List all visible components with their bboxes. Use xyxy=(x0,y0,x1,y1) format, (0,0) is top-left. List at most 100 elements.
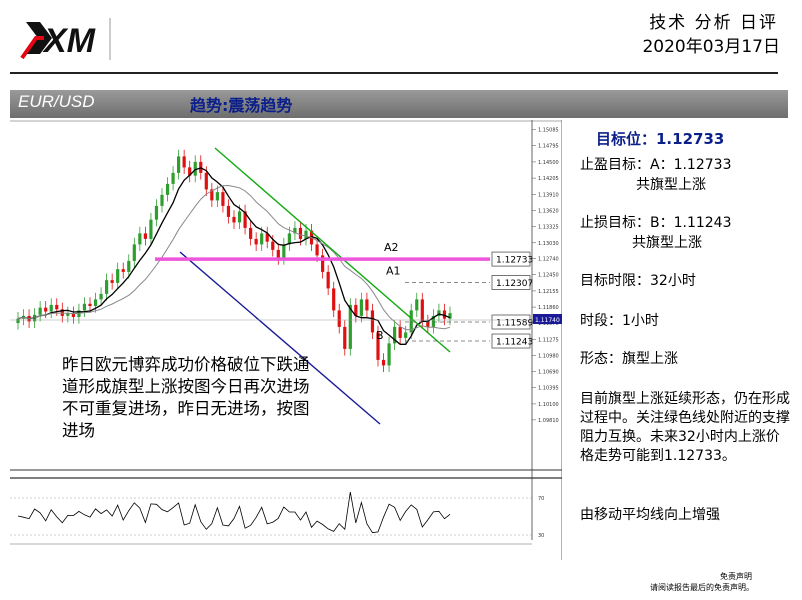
candle-body xyxy=(398,326,402,338)
candle-body xyxy=(348,304,352,349)
target-timeframe: 目标时限：32小时 xyxy=(580,273,696,289)
y-tick-label: 1.09810 xyxy=(538,418,559,424)
candle-body xyxy=(326,271,330,289)
y-axis: 1.15085 1.14795 1.14500 1.14205 1.13910 1.136… xyxy=(532,128,559,424)
resistance-trend-line xyxy=(214,147,451,353)
ma-slow-line xyxy=(17,184,451,331)
candle-body xyxy=(321,255,325,272)
y-tick-label: 1.12740 xyxy=(538,257,559,263)
candle-body xyxy=(232,216,236,223)
level-box xyxy=(491,275,531,290)
candle-body xyxy=(304,230,308,239)
candle-body xyxy=(237,211,242,223)
candle-body xyxy=(431,315,435,327)
currency-pair: EUR/USD xyxy=(18,92,95,111)
stop-loss-target: 止损目标：B：1.11243 xyxy=(580,215,732,231)
y-tick-label: 1.13325 xyxy=(538,225,559,231)
candle-body xyxy=(282,244,286,259)
disclaimer-title: 免责声明 xyxy=(720,572,752,581)
candle-body xyxy=(420,299,424,322)
candle-body xyxy=(448,313,452,319)
candle-body xyxy=(127,260,131,272)
level-box xyxy=(491,333,531,349)
chart-pattern: 形态：旗型上涨 xyxy=(580,351,678,367)
rsi-level-label: 70 xyxy=(538,496,544,502)
candle-body xyxy=(404,332,408,338)
candle-body xyxy=(165,183,170,195)
candle-body xyxy=(44,307,48,312)
candle-body xyxy=(337,310,341,327)
candle-body xyxy=(226,205,231,217)
candle-body xyxy=(132,244,136,261)
candle-body xyxy=(105,280,109,294)
rsi-line xyxy=(17,491,451,534)
header-divider xyxy=(10,72,778,74)
moving-average-note: 由移动平均线向上增强 xyxy=(580,507,720,523)
candle-body xyxy=(426,321,430,327)
y-tick-label: 1.12450 xyxy=(538,273,559,279)
candle-body xyxy=(204,172,208,190)
candle-body xyxy=(138,233,142,245)
candle-body xyxy=(254,238,258,245)
instrument-bar xyxy=(10,90,788,118)
candle-body xyxy=(66,313,70,316)
candle-body xyxy=(215,192,219,201)
candle-body xyxy=(93,299,98,306)
y-tick-label: 1.10100 xyxy=(538,402,559,408)
y-tick-label: 1.13620 xyxy=(538,208,559,214)
candle-body xyxy=(276,249,280,259)
candle-body xyxy=(442,310,447,319)
level-value: 1.12733 xyxy=(496,256,533,266)
candle-body xyxy=(265,233,269,242)
target-price: 目标位：1.12733 xyxy=(596,130,725,148)
candle-body xyxy=(210,189,214,201)
candle-body xyxy=(415,299,419,311)
candle-body xyxy=(177,156,181,173)
candle-body xyxy=(287,233,291,245)
candle-body xyxy=(82,303,87,311)
candle-body xyxy=(110,280,114,283)
chart-period: 时段：1小时 xyxy=(580,313,659,329)
disclaimer-text: 请阅读报告最后的免责声明。 xyxy=(650,583,754,592)
candle-body xyxy=(99,293,103,300)
candle-body xyxy=(16,318,20,324)
y-tick-label: 1.10980 xyxy=(538,354,559,360)
price-levels: 1.12733 A2 1.12307 A1 1.11589 1.11243 B xyxy=(155,241,533,349)
rsi-pane: 70 30 xyxy=(10,491,544,545)
candle-body xyxy=(188,167,192,176)
trend-label: 趋势:震荡趋势 xyxy=(190,96,293,115)
current-price-label: 1.11740 xyxy=(535,317,560,324)
stop-loss-note: 共旗型上涨 xyxy=(632,235,702,251)
candle-body xyxy=(171,172,175,184)
candle-body xyxy=(243,211,247,228)
candle-body xyxy=(38,307,42,315)
candle-body xyxy=(182,156,186,168)
candle-body xyxy=(154,205,159,220)
y-tick-label: 1.13030 xyxy=(538,241,559,247)
outlook-description: 目前旗型上涨延续形态，仍在形成过程中。关注绿色线处附近的支撑阻力互换。未来32小… xyxy=(580,391,790,464)
take-profit-target: 止盈目标：A：1.12733 xyxy=(580,157,732,173)
candle-body xyxy=(88,303,92,306)
candle-body xyxy=(354,304,358,316)
level-value: 1.11589 xyxy=(496,319,533,329)
candle-body xyxy=(71,313,75,317)
report-title: 技术 分析 日评 xyxy=(649,13,778,33)
level-mark: A2 xyxy=(384,241,399,254)
candle-body xyxy=(121,269,125,272)
candle-body xyxy=(49,304,53,312)
analysis-comment: 昨日欧元博弈成功价格破位下跌通道形成旗型上涨按图今日再次进场不可重复进场，昨日无… xyxy=(62,355,310,440)
candle-body xyxy=(260,233,264,245)
candle-body xyxy=(393,326,397,344)
y-tick-label: 1.13910 xyxy=(538,192,559,198)
take-profit-note: 共旗型上涨 xyxy=(636,177,706,193)
level-value: 1.12307 xyxy=(496,279,533,289)
candle-body xyxy=(160,194,164,206)
candle-body xyxy=(343,326,347,349)
current-price-tag: 1.11740 xyxy=(533,314,562,324)
candle-body xyxy=(365,299,369,311)
candle-body xyxy=(55,304,59,310)
candle-body xyxy=(332,288,336,311)
candle-body xyxy=(271,241,275,250)
y-tick-label: 1.11860 xyxy=(538,305,559,311)
xm-logo: XM xyxy=(20,18,111,60)
